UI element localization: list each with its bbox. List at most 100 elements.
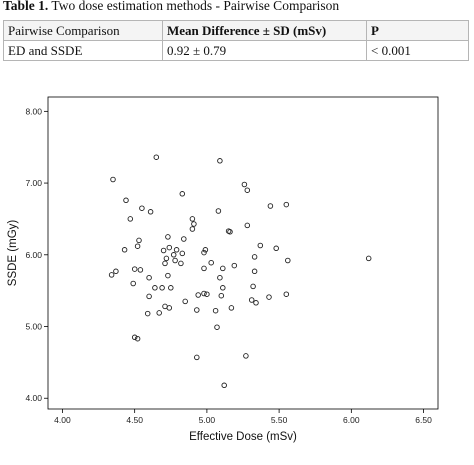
header-pairwise-comparison: Pairwise Comparison	[3, 20, 163, 41]
scatter-point	[201, 249, 207, 256]
plot-frame	[47, 96, 439, 410]
scatter-point	[113, 268, 119, 275]
x-tick-label: 4.50	[126, 415, 143, 425]
scatter-point	[221, 382, 227, 389]
scatter-point	[165, 234, 171, 240]
x-axis-label: Effective Dose (mSv)	[189, 431, 297, 443]
scatter-point	[214, 324, 220, 330]
scatter-point	[194, 354, 200, 361]
table-row: ED and SSDE 0.92 ± 0.79 < 0.001	[3, 40, 469, 61]
cell-mean-difference: 0.92 ± 0.79	[162, 40, 367, 61]
y-axis-label: SSDE (mGy)	[7, 220, 19, 287]
scatter-point	[250, 283, 256, 290]
comparison-table: Pairwise Comparison Mean Difference ± SD…	[3, 20, 469, 61]
scatter-point	[170, 252, 177, 258]
scatter-point	[139, 205, 145, 211]
scatter-point	[130, 280, 136, 287]
scatter-point	[134, 243, 141, 249]
scatter-point	[273, 245, 279, 252]
cell-comparison: ED and SSDE	[3, 40, 163, 61]
scatter-point	[189, 226, 196, 232]
x-tick-label: 6.00	[343, 415, 360, 425]
scatter-point	[215, 208, 222, 214]
scatter-point	[123, 197, 129, 204]
scatter-point	[162, 260, 168, 267]
x-axis-ticks: 4.00 4.50 5.00 5.50 6.00 6.50	[54, 409, 432, 425]
scatter-point	[168, 285, 174, 291]
scatter-point	[202, 247, 209, 253]
scatter-point	[241, 181, 248, 188]
scatter-point	[248, 297, 255, 303]
y-tick-label: 7.00	[25, 178, 42, 188]
scatter-point	[244, 222, 251, 229]
x-tick-label: 5.50	[271, 415, 288, 425]
scatter-point	[166, 305, 173, 311]
scatter-point	[136, 237, 142, 244]
scatter-point	[147, 209, 154, 215]
scatter-point	[156, 310, 162, 316]
scatter-point	[201, 290, 207, 297]
scatter-point	[163, 255, 170, 262]
scatter-point	[134, 335, 141, 342]
scatter-point	[208, 259, 214, 266]
scatter-point	[131, 266, 138, 272]
scatter-point	[365, 255, 372, 262]
scatter-point	[181, 236, 187, 242]
scatter-point	[127, 216, 134, 222]
scatter-point	[243, 353, 249, 359]
scatter-point	[137, 267, 144, 273]
scatter-point	[201, 265, 207, 272]
table-caption-label: Table 1.	[3, 0, 49, 13]
scatter-point	[179, 191, 186, 197]
scatter-plot-svg: 4.00 4.50 5.00 5.50 6.00 6.50 4.00 5.00 6.00 7.0…	[7, 96, 439, 443]
y-tick-label: 5.00	[25, 322, 42, 332]
y-tick-label: 8.00	[25, 106, 42, 116]
x-tick-label: 5.00	[199, 415, 216, 425]
scatter-point	[251, 254, 258, 260]
scatter-point	[153, 154, 160, 160]
scatter-point	[204, 291, 210, 297]
scatter-point	[227, 229, 233, 235]
scatter-point	[159, 285, 165, 291]
scatter-point	[195, 292, 201, 298]
table-header-row: Pairwise Comparison Mean Difference ± SD…	[3, 20, 469, 41]
scatter-point	[251, 268, 258, 275]
table-caption: Table 1. Two dose estimation methods - P…	[3, 0, 339, 14]
scatter-point	[218, 292, 225, 299]
scatter-point	[131, 334, 138, 341]
scatter-point	[160, 247, 167, 254]
scatter-point	[253, 300, 259, 306]
scatter-point	[146, 293, 152, 300]
x-tick-label: 4.00	[54, 415, 71, 425]
y-tick-label: 6.00	[25, 250, 42, 260]
scatter-point	[152, 285, 158, 291]
scatter-chart: 4.00 4.50 5.00 5.50 6.00 6.50 4.00 5.00 6.00 7.0…	[0, 82, 474, 465]
scatter-point	[178, 260, 184, 267]
scatter-point	[108, 272, 115, 278]
scatter-point	[110, 176, 116, 183]
scatter-point	[220, 285, 226, 291]
y-axis-ticks: 4.00 5.00 6.00 7.00 8.00	[25, 106, 48, 403]
header-p: P	[366, 20, 469, 41]
scatter-point	[285, 257, 291, 264]
scatter-point	[267, 203, 274, 209]
data-points	[108, 154, 372, 389]
scatter-point	[231, 262, 238, 269]
header-mean-difference: Mean Difference ± SD (mSv)	[162, 20, 367, 41]
scatter-point	[173, 247, 180, 253]
table-caption-text: Two dose estimation methods - Pairwise C…	[48, 0, 340, 13]
scatter-point	[189, 216, 196, 222]
scatter-point	[172, 257, 178, 264]
scatter-point	[166, 244, 173, 251]
y-tick-label: 4.00	[25, 393, 42, 403]
scatter-point	[212, 307, 219, 314]
scatter-point	[194, 307, 200, 313]
scatter-point	[217, 274, 223, 281]
scatter-point	[257, 242, 264, 249]
scatter-point	[283, 291, 290, 297]
scatter-point	[182, 298, 188, 305]
cell-p-value: < 0.001	[366, 40, 469, 61]
scatter-point	[146, 274, 152, 281]
scatter-point	[165, 272, 171, 279]
scatter-point	[179, 250, 186, 257]
